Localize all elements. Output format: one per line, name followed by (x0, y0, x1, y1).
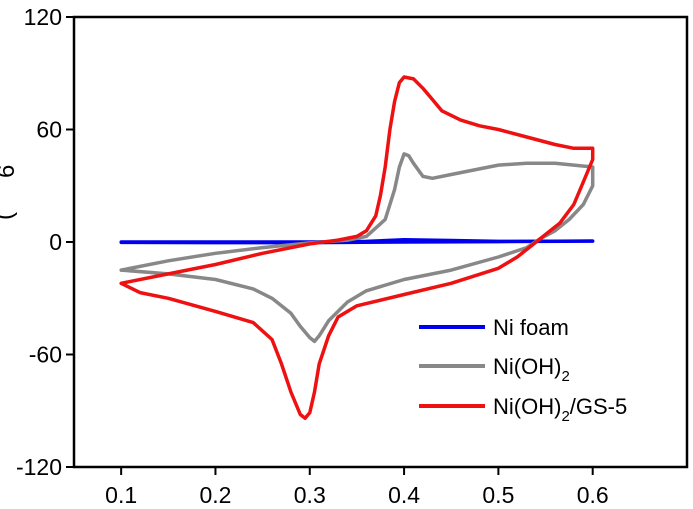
legend-label-2: Ni(OH)2 (493, 354, 570, 385)
series-line-2 (119, 152, 595, 344)
y-axis-label-fragments: 6 ( (0, 165, 20, 220)
x-tick-label-2: 0.2 (199, 482, 231, 508)
series-line-1 (119, 238, 595, 245)
y-tick-label-3: 0 (49, 229, 62, 255)
series-line-3 (119, 75, 595, 421)
legend-subscript-3: 2 (561, 408, 569, 425)
x-tick-label-3: 0.3 (294, 482, 326, 508)
x-tick-label-4: 0.4 (388, 482, 420, 508)
legend-label-1: Ni foam (493, 315, 569, 340)
legend-label-3: Ni(OH)2/GS-5 (493, 394, 627, 425)
legend-suffix-3: /GS-5 (570, 394, 627, 419)
legend: Ni foam Ni(OH)2 Ni(OH)2/GS-5 (419, 315, 627, 425)
y-tick-label-5: 120 (24, 4, 62, 30)
y-axis-label-fragment-1: 6 (0, 165, 20, 178)
y-axis-label-fragment-2: ( (0, 212, 18, 220)
x-tick-label-6: 0.6 (577, 482, 609, 508)
x-tick-label-1: 0.1 (105, 482, 137, 508)
y-tick-label-4: 60 (36, 117, 62, 143)
y-tick-label-1: -120 (16, 454, 62, 480)
x-tick-label-5: 0.5 (482, 482, 514, 508)
legend-subscript-2: 2 (561, 368, 569, 385)
y-tick-label-2: -60 (29, 342, 62, 368)
axis-ticks: 0.1 0.2 0.3 0.4 0.5 0.6 -120 -60 0 60 120 (16, 4, 609, 508)
series-layer (119, 75, 595, 421)
